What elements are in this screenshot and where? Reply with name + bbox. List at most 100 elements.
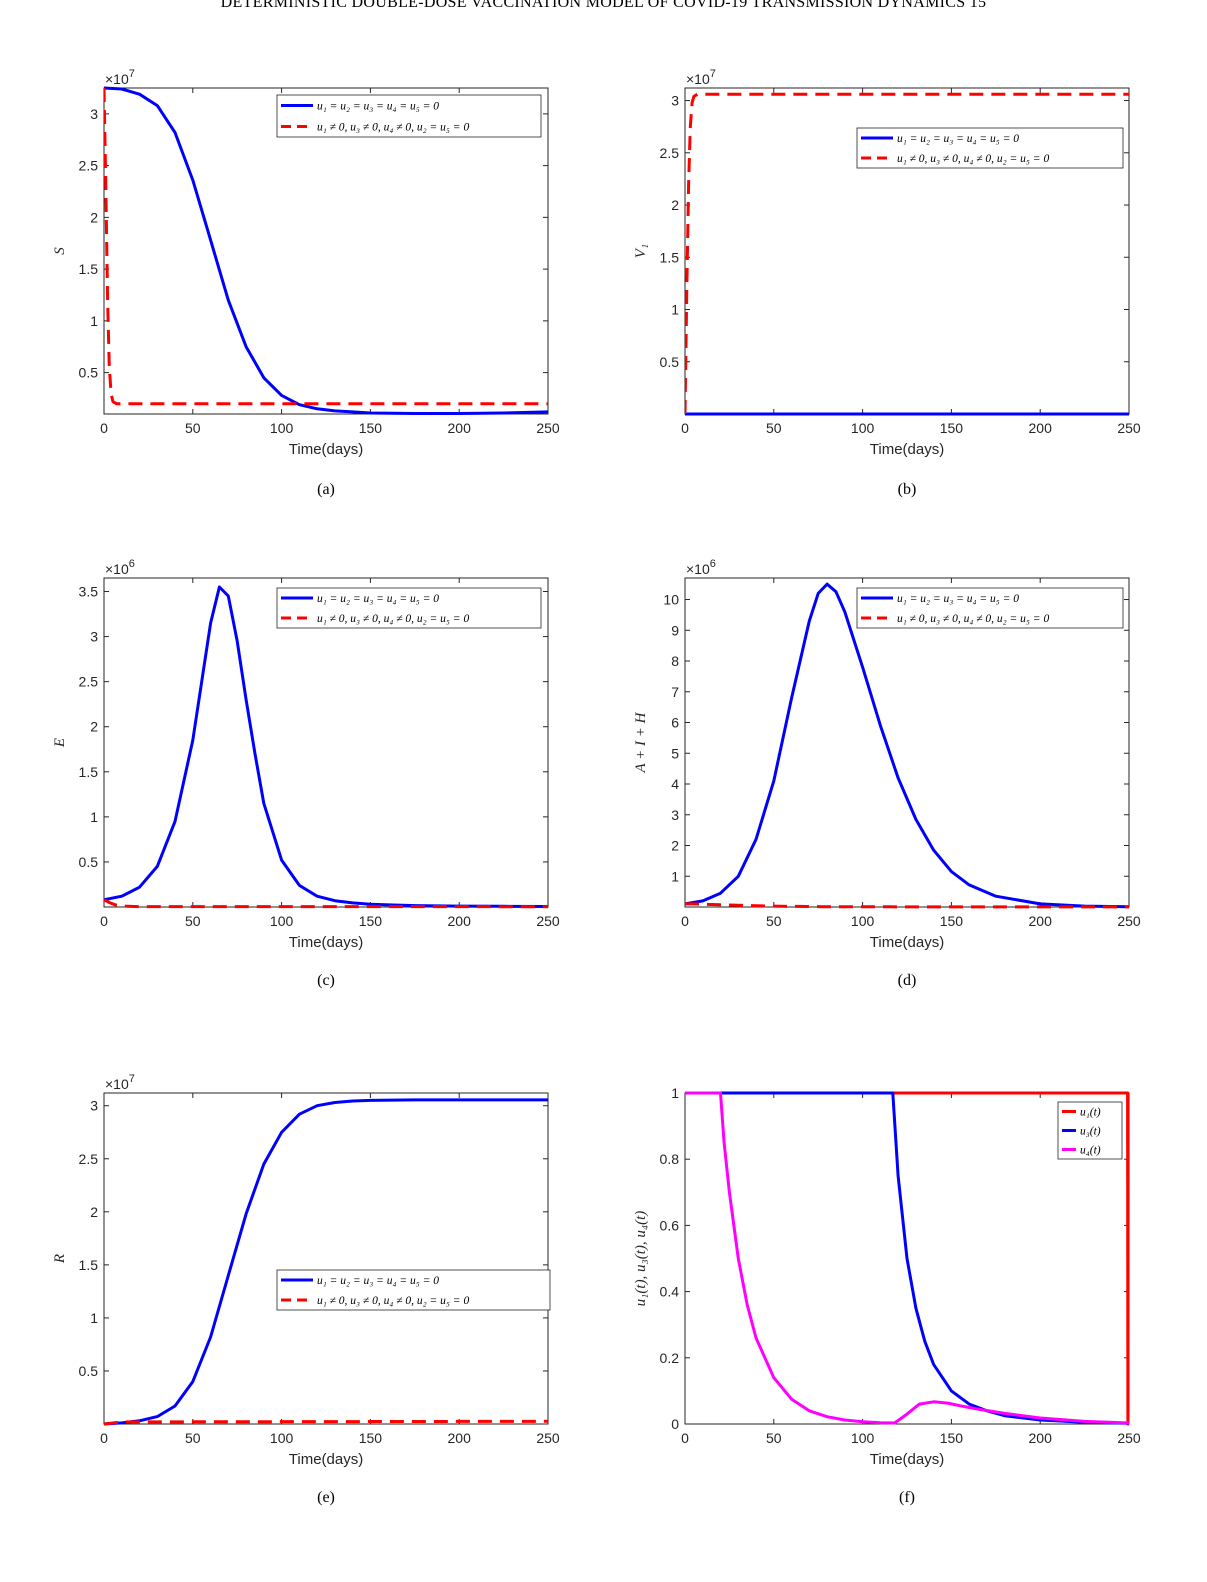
x-axis-label: Time(days) [870, 934, 944, 951]
page-header: DETERMINISTIC DOUBLE-DOSE VACCINATION MO… [220, 0, 987, 11]
x-tick-label: 150 [940, 420, 964, 436]
y-axis-label: V₁ [633, 244, 649, 258]
y-tick-label: 1 [671, 868, 679, 884]
y-tick-label: 3.5 [79, 584, 99, 600]
x-tick-label: 50 [185, 420, 201, 436]
x-tick-label: 0 [681, 1430, 689, 1446]
x-tick-label: 250 [536, 1430, 560, 1446]
legend-box [276, 94, 542, 138]
y-tick-label: 2 [671, 838, 679, 854]
y-tick-label: 1.5 [79, 261, 99, 277]
x-tick-label: 0 [100, 913, 108, 929]
x-axis-label: Time(days) [870, 441, 944, 458]
legend-label-1: u₁ ≠ 0, u₃ ≠ 0, u₄ ≠ 0, u₂ = u₅ = 0 [897, 613, 1049, 625]
panel-caption: (b) [898, 481, 917, 498]
x-tick-label: 100 [270, 420, 294, 436]
x-tick-label: 50 [766, 1430, 782, 1446]
x-tick-label: 150 [359, 420, 383, 436]
panel-caption: (a) [317, 481, 335, 498]
y-tick-label: 2 [90, 209, 98, 225]
x-tick-label: 150 [359, 913, 383, 929]
y-tick-label: 10 [663, 592, 679, 608]
x-axis-label: Time(days) [289, 441, 363, 458]
y-tick-label: 9 [671, 622, 679, 638]
legend-label-1: u₁ ≠ 0, u₃ ≠ 0, u₄ ≠ 0, u₂ = u₅ = 0 [897, 153, 1049, 165]
legend-label-0: u₁ = u₂ = u₃ = u₄ = u₅ = 0 [897, 593, 1019, 605]
series-line-1 [104, 87, 548, 406]
axis-exponent: ×107 [686, 68, 716, 87]
x-axis-label: Time(days) [870, 1451, 944, 1468]
y-tick-label: 5 [671, 745, 679, 761]
x-tick-label: 50 [185, 913, 201, 929]
axes-box [103, 87, 549, 415]
series-line-2 [685, 1091, 1130, 1425]
x-tick-label: 200 [1029, 1430, 1053, 1446]
x-axis-label: Time(days) [289, 934, 363, 951]
x-tick-label: 200 [448, 420, 472, 436]
x-axis-label: Time(days) [289, 1451, 363, 1468]
axes-box [103, 1092, 549, 1425]
axis-exponent: ×106 [686, 558, 716, 577]
y-tick-label: 3 [671, 93, 679, 109]
series-line-0 [104, 86, 549, 415]
panel-d: 0 50 100 150 200 250 1 2 3 4 5 6 7 8 9 10 ×106 Time(days)… [633, 558, 1141, 989]
y-tick-label: 0.6 [660, 1217, 680, 1233]
x-tick-label: 250 [1117, 420, 1141, 436]
legend-label-0: u₁ = u₂ = u₃ = u₄ = u₅ = 0 [317, 101, 439, 113]
x-tick-label: 150 [940, 913, 964, 929]
y-tick-label: 3 [90, 106, 98, 122]
x-tick-label: 0 [681, 913, 689, 929]
y-tick-label: 2.5 [79, 674, 99, 690]
legend-label-1: u₃(t) [1080, 1126, 1101, 1138]
y-tick-label: 2.5 [79, 1151, 99, 1167]
x-tick-label: 100 [270, 913, 294, 929]
legend-label-0: u₁(t) [1080, 1107, 1101, 1119]
y-axis-label: u₁(t), u₃(t), u₄(t) [633, 1211, 649, 1307]
panel-e: 0 50 100 150 200 250 0.5 1 1.5 2 2.5 3 ×107 Time(days… [52, 1073, 560, 1506]
y-tick-label: 2.5 [79, 158, 99, 174]
y-tick-label: 6 [671, 715, 679, 731]
x-tick-label: 250 [1117, 913, 1141, 929]
series-line-0 [685, 582, 1130, 909]
panel-caption: (f) [899, 1489, 915, 1506]
series-line-1 [104, 898, 549, 909]
x-tick-label: 100 [851, 1430, 875, 1446]
x-tick-label: 50 [185, 1430, 201, 1446]
x-tick-label: 150 [940, 1430, 964, 1446]
y-tick-label: 2.5 [660, 145, 680, 161]
x-tick-label: 200 [1029, 913, 1053, 929]
x-tick-label: 0 [681, 420, 689, 436]
panel-caption: (d) [898, 972, 917, 989]
panel-f: 0 50 100 150 200 250 0 0.2 0.4 0.6 0.8 1 Time(days) u… [633, 1085, 1141, 1506]
y-axis-label: A + I + H [633, 711, 649, 773]
series-line-1 [685, 92, 1129, 415]
x-tick-label: 100 [270, 1430, 294, 1446]
legend-box [856, 127, 1124, 169]
y-tick-label: 1 [90, 1310, 98, 1326]
y-tick-label: 3 [90, 1098, 98, 1114]
y-tick-label: 1 [90, 313, 98, 329]
y-tick-label: 1 [671, 302, 679, 318]
x-tick-label: 100 [851, 913, 875, 929]
y-tick-label: 3 [671, 807, 679, 823]
series-line-1 [104, 1419, 549, 1426]
panel-c: 0 50 100 150 200 250 0.5 1 1.5 2 2.5 3 3.5 ×106 Time(d… [52, 558, 560, 989]
x-tick-label: 200 [1029, 420, 1053, 436]
y-tick-label: 7 [671, 684, 679, 700]
legend-box [276, 1269, 551, 1311]
series-line-0 [104, 1098, 548, 1426]
y-tick-label: 2 [671, 197, 679, 213]
y-tick-label: 8 [671, 653, 679, 669]
y-tick-label: 0 [671, 1416, 679, 1432]
series-line-1 [685, 902, 1130, 909]
x-tick-label: 0 [100, 1430, 108, 1446]
y-tick-label: 1.5 [660, 249, 680, 265]
y-axis-label: E [52, 738, 68, 748]
x-tick-label: 150 [359, 1430, 383, 1446]
y-tick-label: 0.5 [79, 1363, 99, 1379]
y-tick-label: 3 [90, 629, 98, 645]
panel-b: 0 50 100 150 200 250 0.5 1 1.5 2 2.5 3 ×107 Time(days… [633, 68, 1141, 498]
legend-box [276, 587, 542, 629]
legend-label-2: u₄(t) [1080, 1145, 1101, 1157]
legend-box [856, 587, 1124, 629]
